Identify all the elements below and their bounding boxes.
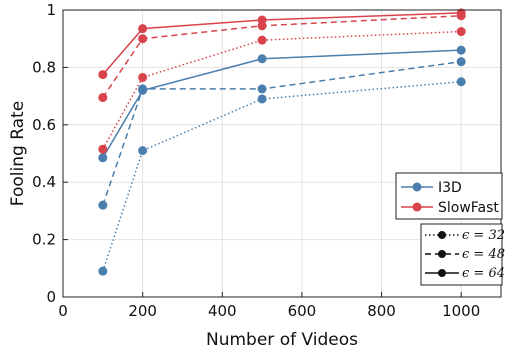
data-point <box>456 45 466 55</box>
series-slowfast-eps48 <box>98 11 466 103</box>
data-point <box>456 8 466 18</box>
legend-label: ϵ = 64 <box>462 266 505 281</box>
x-tick-label: 600 <box>288 302 317 320</box>
series-i3d-eps64 <box>98 45 466 163</box>
series-slowfast-eps64 <box>98 8 466 80</box>
legend-marker <box>412 202 422 212</box>
series-line <box>102 81 462 272</box>
data-point <box>98 266 108 276</box>
series-line <box>102 49 462 159</box>
legend-models: I3D SlowFast <box>395 172 503 220</box>
y-axis-label: Fooling Rate <box>8 101 28 206</box>
data-point <box>257 84 267 94</box>
x-tick-label: 1000 <box>442 302 480 320</box>
legend-styles-box <box>420 223 503 286</box>
legend-entry-i3d: I3D <box>401 180 462 196</box>
series-i3d-eps32 <box>98 77 466 276</box>
legend-marker <box>438 269 446 277</box>
x-tick-label: 800 <box>367 302 396 320</box>
legend-label: ϵ = 32 <box>462 228 505 243</box>
data-point <box>138 72 148 82</box>
data-point <box>98 200 108 210</box>
data-point <box>257 15 267 25</box>
y-tick-label: 0.4 <box>32 173 56 191</box>
legend-styles: ϵ = 32 ϵ = 48 ϵ = 64 <box>420 223 505 286</box>
legend-marker <box>438 250 446 258</box>
y-tick-label: 0.8 <box>32 58 56 76</box>
data-point <box>257 54 267 64</box>
data-point <box>257 35 267 45</box>
x-tick-label: 400 <box>208 302 237 320</box>
data-point <box>138 85 148 95</box>
data-point <box>456 77 466 87</box>
legend-marker <box>438 231 446 239</box>
series-slowfast-eps32 <box>98 27 466 154</box>
plot-frame <box>62 9 502 298</box>
y-tick-label: 0.2 <box>32 231 56 249</box>
legend-label: I3D <box>438 180 462 196</box>
data-point <box>138 34 148 44</box>
data-point <box>456 57 466 67</box>
legend-label: SlowFast <box>438 200 499 216</box>
legend-entry-eps-dotted: ϵ = 32 <box>425 228 505 243</box>
series-layer <box>98 8 466 276</box>
legend-marker <box>412 182 422 192</box>
data-point <box>98 153 108 163</box>
legend-entry-eps-solid: ϵ = 64 <box>425 266 505 281</box>
data-point <box>138 24 148 34</box>
legend-entry-slowfast: SlowFast <box>401 200 499 216</box>
data-point <box>456 27 466 37</box>
series-line <box>102 14 462 98</box>
y-tick-label: 0 <box>46 288 56 306</box>
legend-entry-eps-dashed: ϵ = 48 <box>425 247 505 262</box>
series-line <box>102 60 462 206</box>
series-line <box>102 30 462 150</box>
x-tick-label: 0 <box>58 302 68 320</box>
y-tick-label: 1 <box>46 1 56 19</box>
data-point <box>98 93 108 103</box>
series-line <box>102 12 462 76</box>
legend-label: ϵ = 48 <box>462 247 505 262</box>
data-point <box>98 144 108 154</box>
x-axis-label: Number of Videos <box>206 330 358 349</box>
ticks: 0 200 400 600 800 1000 0 0.2 0.4 0.6 0.8 1 <box>32 1 480 320</box>
y-tick-label: 0.6 <box>32 116 56 134</box>
data-point <box>138 146 148 156</box>
x-tick-label: 200 <box>128 302 157 320</box>
legend-models-box <box>395 172 503 220</box>
data-point <box>257 94 267 104</box>
data-point <box>98 70 108 80</box>
